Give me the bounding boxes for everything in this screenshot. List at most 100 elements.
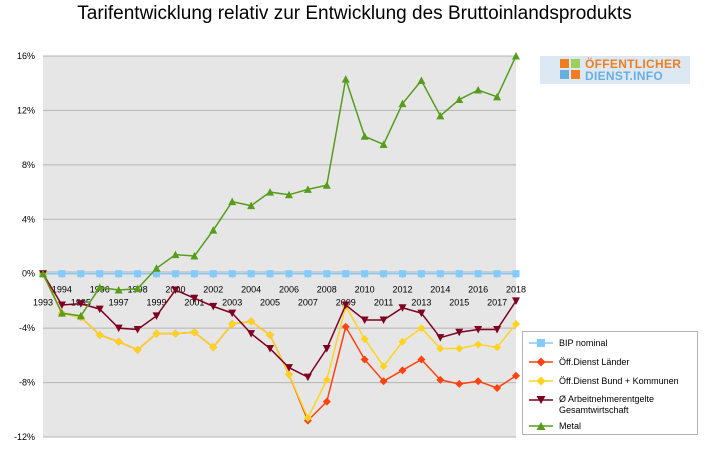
data-point [152, 329, 161, 338]
series [39, 52, 520, 320]
legend-marker-diamond-icon [529, 376, 553, 386]
legend-label-arbeitnehmer-line2: Gesamtwirtschaft [559, 405, 629, 415]
chart-title: Tarifentwicklung relativ zur Entwicklung… [77, 3, 632, 24]
legend-item-bund: Öff.Dienst Bund + Kommunen [523, 373, 699, 389]
data-point [379, 140, 388, 148]
series-line [42, 273, 517, 420]
data-point [153, 270, 161, 278]
data-point [247, 317, 256, 326]
data-point [455, 344, 464, 353]
data-point [474, 377, 483, 386]
legend-label-bund: Öff.Dienst Bund + Kommunen [559, 376, 679, 386]
data-point [95, 305, 104, 314]
data-point [493, 270, 501, 278]
x-tick-label: 2014 [430, 285, 450, 295]
data-point [171, 286, 180, 295]
legend-label-metal: Metal [559, 421, 582, 431]
data-point [398, 270, 406, 278]
x-tick-label: 2005 [260, 298, 280, 308]
data-point [379, 316, 388, 324]
data-point [341, 75, 350, 83]
data-point [58, 270, 66, 278]
x-tick-label: 2002 [203, 285, 223, 295]
data-point [114, 324, 123, 333]
series-line [42, 55, 517, 317]
data-point [512, 52, 520, 60]
data-point [303, 185, 312, 193]
legend-label-arbeitnehmer: Ø Arbeitnehmerentgelte Gesamtwirtschaft [559, 394, 654, 416]
data-point [303, 413, 312, 422]
data-point [417, 76, 426, 84]
x-tick-label: 2004 [241, 285, 261, 295]
data-point [284, 370, 293, 379]
series [39, 269, 520, 422]
data-point [209, 302, 218, 311]
data-point [171, 250, 180, 259]
y-tick-label: -8% [19, 378, 35, 388]
logo-line1: ÖFFENTLICHER [585, 57, 682, 71]
data-point [303, 373, 312, 382]
data-point [417, 324, 426, 333]
data-point [322, 345, 331, 353]
logo-blocks-icon [560, 59, 582, 81]
data-point [190, 294, 199, 303]
legend-label-bip: BIP nominal [559, 338, 608, 348]
data-point [398, 99, 407, 108]
x-tick-label: 2011 [374, 298, 393, 308]
data-point [284, 190, 293, 199]
data-point [96, 270, 104, 278]
data-point [512, 320, 520, 329]
data-point [266, 345, 275, 353]
logo-line2: DIENST.INFO [585, 69, 663, 83]
data-point [341, 322, 350, 331]
data-point [284, 364, 293, 372]
data-point [190, 270, 198, 278]
data-point [322, 181, 331, 189]
x-tick-label: 2015 [449, 298, 469, 308]
data-point [247, 201, 256, 210]
data-point [322, 375, 331, 384]
data-point [95, 330, 104, 339]
y-tick-label: -4% [19, 323, 35, 333]
data-point [228, 197, 237, 206]
data-point [360, 316, 369, 324]
y-tick-label: 4% [22, 214, 35, 224]
x-tick-label: 2003 [222, 298, 242, 308]
data-point [228, 309, 237, 318]
data-point [133, 326, 142, 334]
y-tick-label: 8% [22, 160, 35, 170]
data-point [455, 95, 464, 104]
data-point [398, 337, 407, 346]
data-point [361, 270, 369, 278]
x-tick-label: 1993 [33, 298, 53, 308]
x-tick-label: 2007 [298, 298, 318, 308]
data-point [171, 270, 179, 278]
series-group [39, 52, 520, 425]
data-point [171, 329, 180, 338]
data-point [493, 343, 502, 352]
x-tick-label: 2012 [392, 285, 412, 295]
x-tick-label: 2001 [184, 298, 204, 308]
data-point [417, 270, 425, 278]
x-tick-label: 2013 [411, 298, 431, 308]
legend-label-laender: Öff.Dienst Länder [559, 357, 630, 367]
brand-logo[interactable]: ÖFFENTLICHER DIENST.INFO [540, 56, 690, 84]
data-point [474, 86, 483, 94]
data-point [76, 311, 85, 320]
x-tick-label: 2018 [506, 285, 526, 295]
data-point [474, 340, 483, 349]
data-point [493, 384, 502, 393]
data-point [474, 326, 483, 334]
legend-marker-square-icon [529, 339, 553, 347]
x-tick-label: 2008 [317, 285, 337, 295]
y-tick-label: -12% [14, 432, 35, 442]
x-tick-label: 2016 [468, 285, 488, 295]
data-point [436, 270, 444, 278]
data-point [493, 326, 502, 334]
data-point [360, 335, 369, 344]
data-point [322, 397, 331, 406]
data-point [285, 270, 293, 278]
legend-label-arbeitnehmer-line1: Ø Arbeitnehmerentgelte [559, 394, 655, 404]
data-point [474, 270, 482, 278]
data-point [228, 320, 237, 329]
